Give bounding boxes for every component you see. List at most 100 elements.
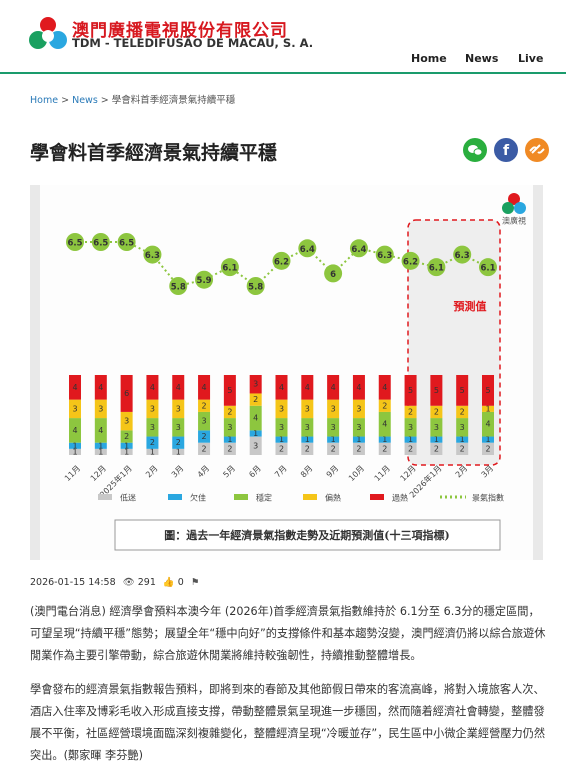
bar-segment xyxy=(146,418,159,437)
bar-segment xyxy=(378,436,391,443)
segment-label: 2 xyxy=(202,444,207,453)
index-point xyxy=(246,277,265,295)
bar-segment xyxy=(301,375,314,400)
segment-label: 2 xyxy=(253,395,258,404)
bar-segment xyxy=(352,442,365,455)
views: 291 xyxy=(137,577,156,588)
bar-segment xyxy=(404,375,417,406)
segment-label: 3 xyxy=(176,404,181,413)
index-label: 6.3 xyxy=(145,251,160,261)
bar-segment xyxy=(404,418,417,437)
segment-label: 4 xyxy=(98,426,103,435)
bar-segment xyxy=(430,375,443,406)
bar-segment xyxy=(223,442,236,455)
segment-label: 1 xyxy=(150,447,155,456)
index-point xyxy=(169,277,188,295)
bar-segment xyxy=(404,405,417,419)
bar-segment xyxy=(456,405,469,419)
index-point xyxy=(427,258,446,277)
segment-label: 2 xyxy=(331,444,336,453)
bar-segment xyxy=(69,375,81,400)
segment-label: 2 xyxy=(202,432,207,441)
index-label: 5.8 xyxy=(171,283,186,293)
segment-label: 3 xyxy=(98,404,103,413)
index-label: 6.3 xyxy=(455,251,470,261)
bar-segment xyxy=(378,442,391,455)
bar-segment xyxy=(120,442,133,449)
bar-segment xyxy=(456,418,469,437)
paragraph: (澳門電台消息) 經濟學會預料本澳今年 (2026年)首季經濟景氣指數維持於 6… xyxy=(30,605,546,662)
bar-segment xyxy=(352,436,365,443)
index-point xyxy=(272,251,291,270)
bar-segment xyxy=(352,375,365,400)
bar-segment xyxy=(172,448,185,455)
bar-segment xyxy=(378,375,391,400)
report-icon[interactable]: ⚑ xyxy=(190,577,200,588)
bar-segment xyxy=(275,442,288,455)
share-facebook[interactable] xyxy=(494,138,518,162)
article-title: 學會料首季經濟景氣持續平穩 xyxy=(30,142,278,164)
legend-label: 偏熱 xyxy=(325,493,341,503)
segment-label: 4 xyxy=(202,383,207,392)
segment-label: 3 xyxy=(253,441,258,450)
index-point xyxy=(401,251,420,270)
segment-label: 3 xyxy=(227,423,232,432)
segment-label: 1 xyxy=(176,447,181,456)
bar-segment xyxy=(94,442,107,449)
segment-label: 3 xyxy=(331,404,336,413)
bar-segment xyxy=(327,418,340,437)
index-label: 6.5 xyxy=(93,239,108,249)
index-point xyxy=(375,245,394,264)
nav-link[interactable]: Home xyxy=(411,52,447,65)
bar-segment xyxy=(430,436,443,443)
bar-segment xyxy=(146,436,159,449)
bar-segment xyxy=(94,418,107,443)
bar-segment xyxy=(69,418,81,443)
index-point xyxy=(298,239,317,258)
paragraph: 學會發布的經濟景氣指數報告預料，即將到來的春節及其他節假日帶來的客流高峰，將對入… xyxy=(30,683,546,762)
nav-link[interactable]: Live xyxy=(518,52,544,65)
bar-segment xyxy=(198,399,211,412)
index-label: 5.9 xyxy=(197,276,212,286)
segment-label: 4 xyxy=(98,383,103,392)
share-link[interactable] xyxy=(525,138,549,162)
bar-segment xyxy=(120,375,133,412)
legend-swatch xyxy=(370,494,384,500)
segment-label: 3 xyxy=(434,423,439,432)
segment-label: 3 xyxy=(331,423,336,432)
bar-segment xyxy=(482,436,494,443)
bar-segment xyxy=(352,399,365,419)
bar-segment xyxy=(430,418,443,437)
index-point xyxy=(66,233,84,251)
bar-segment xyxy=(404,442,417,455)
breadcrumb: Home > News > 學會料首季經濟景氣持續平穩 xyxy=(30,92,235,106)
segment-label: 1 xyxy=(72,447,77,456)
bar-segment xyxy=(69,399,81,419)
legend-label: 欠佳 xyxy=(190,493,206,503)
index-label: 6.5 xyxy=(67,239,82,249)
segment-label: 3 xyxy=(460,423,465,432)
bar-segment xyxy=(430,442,443,455)
crumb[interactable]: Home xyxy=(30,95,59,106)
bar-segment xyxy=(301,442,314,455)
date: 2026-01-15 14:58 xyxy=(30,577,116,588)
bar-segment xyxy=(146,448,159,455)
bar-segment xyxy=(172,436,185,449)
segment-label: 3 xyxy=(408,423,413,432)
nav-link[interactable]: News xyxy=(465,52,499,65)
segment-label: 5 xyxy=(485,386,490,395)
segment-label: 1 xyxy=(485,435,490,444)
crumb[interactable]: News xyxy=(72,95,98,106)
segment-label: 4 xyxy=(356,383,361,392)
index-label: 6 xyxy=(330,270,336,280)
segment-label: 1 xyxy=(72,441,77,450)
index-label: 6.1 xyxy=(480,264,495,274)
crumb-sep: > xyxy=(100,95,109,106)
segment-label: 1 xyxy=(98,441,103,450)
segment-label: 2 xyxy=(460,407,465,416)
index-label: 6.5 xyxy=(119,239,134,249)
like-icon[interactable]: 👍 xyxy=(162,577,175,588)
bar-segment xyxy=(249,430,262,437)
segment-label: 1 xyxy=(356,435,361,444)
segment-label: 2 xyxy=(279,444,284,453)
